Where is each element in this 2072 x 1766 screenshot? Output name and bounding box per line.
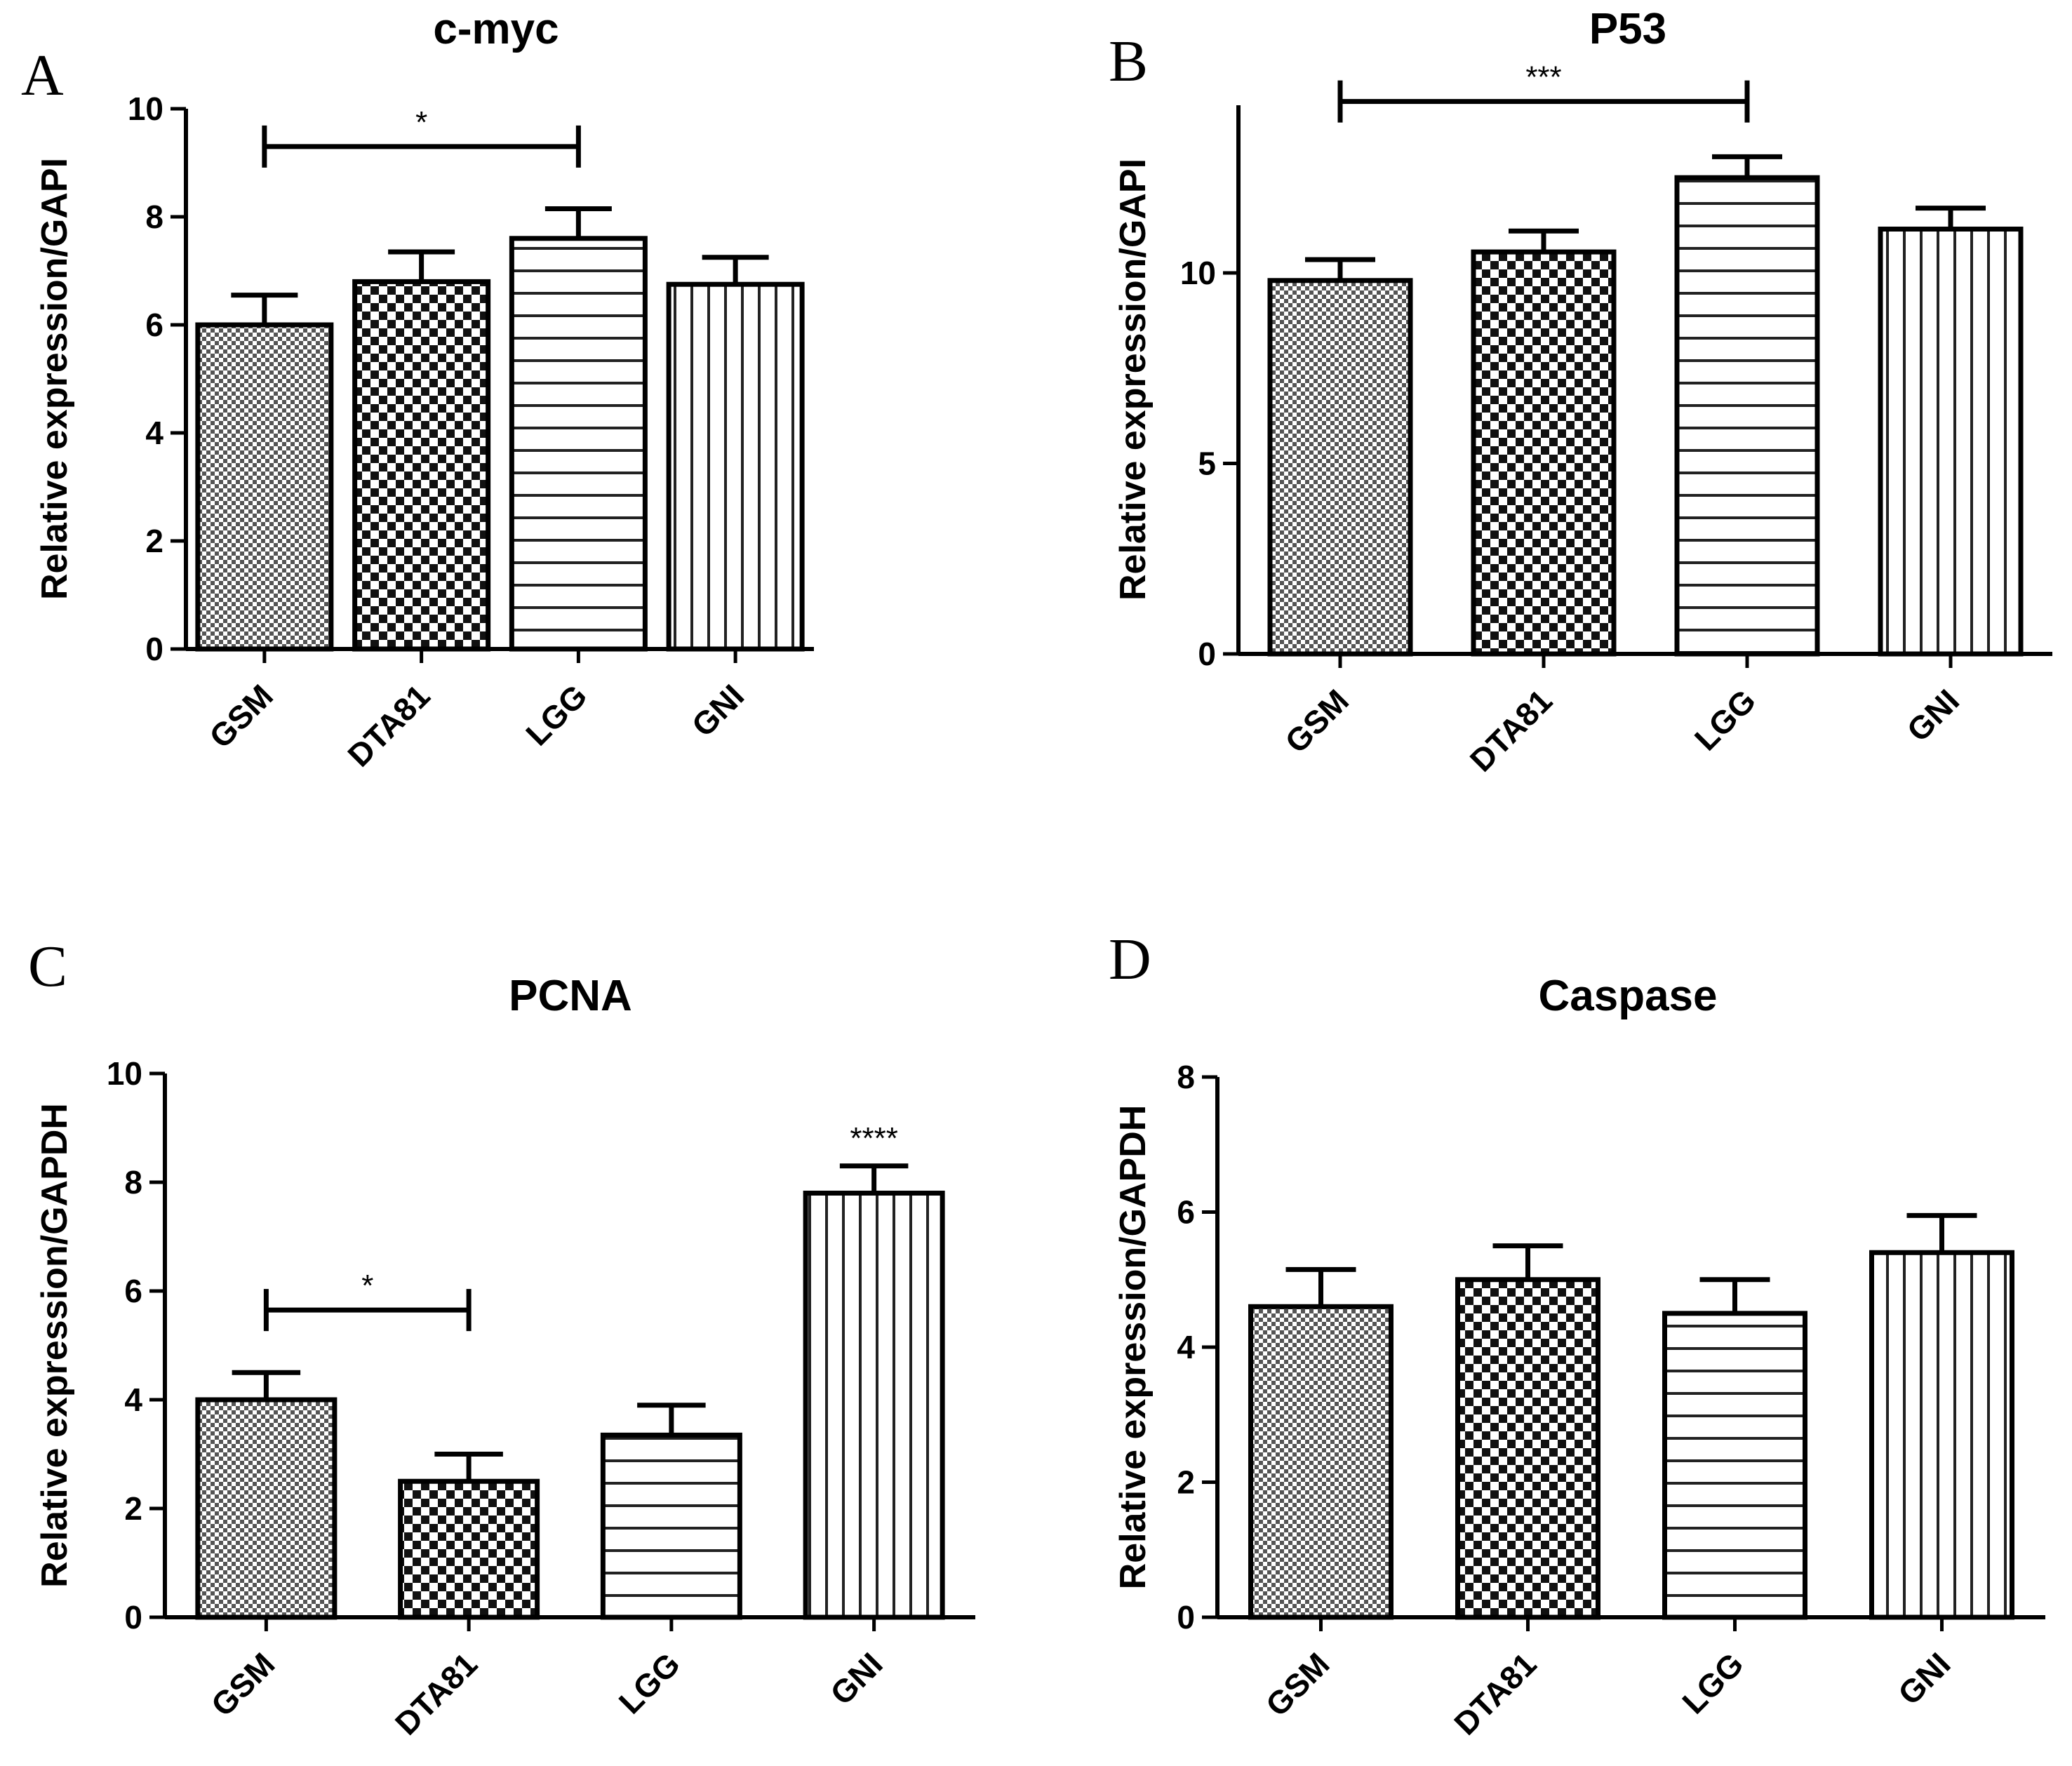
chart-panel-d: D Caspase 0 2 4 6 8 Relative expression/GAPDH… <box>1109 927 2045 1742</box>
y-tick-label-a: 6 <box>145 307 163 343</box>
y-tick-label-a: 10 <box>128 91 163 127</box>
y-tick-label-c: 4 <box>124 1382 142 1418</box>
y-tick-label-b: 10 <box>1180 255 1216 291</box>
y-tick-label-d: 2 <box>1177 1464 1195 1501</box>
category-label-d: GNI <box>1891 1645 1958 1712</box>
bar-a-dta81 <box>352 279 491 652</box>
bar-c-gni <box>803 1191 945 1620</box>
category-label-c: GSM <box>204 1645 282 1723</box>
chart-title-d: Caspase <box>1538 972 1717 1020</box>
bar-d-gni <box>1869 1250 2014 1620</box>
category-label-c: LGG <box>612 1645 687 1720</box>
y-tick-label-c: 6 <box>124 1273 142 1309</box>
category-label-a: DTA81 <box>340 677 436 773</box>
y-axis-label-d: Relative expression/GAPDH <box>1113 1105 1154 1590</box>
y-tick-label-c: 0 <box>124 1599 142 1635</box>
y-axis-label-c: Relative expression/GAPDH <box>34 1103 75 1588</box>
category-label-d: GSM <box>1259 1645 1337 1723</box>
category-label-b: DTA81 <box>1463 682 1559 778</box>
panel-letter-b: B <box>1109 29 1148 94</box>
panel-letter-c: C <box>28 934 67 999</box>
category-label-d: DTA81 <box>1447 1645 1543 1741</box>
y-tick-label-d: 8 <box>1177 1059 1195 1095</box>
significance-label-b: *** <box>1525 60 1561 95</box>
bar-c-lgg <box>600 1432 742 1620</box>
y-tick-label-a: 4 <box>145 415 163 451</box>
bar-b-gsm <box>1267 278 1413 657</box>
y-tick-label-b: 0 <box>1198 636 1216 672</box>
panel-letter-d: D <box>1109 927 1151 992</box>
y-tick-label-a: 2 <box>145 523 163 559</box>
significance-label-a: * <box>415 105 427 140</box>
category-label-b: GSM <box>1278 682 1356 760</box>
y-tick-label-c: 2 <box>124 1490 142 1527</box>
chart-panel-b: B P53 0 5 10 Relative expression/GAPI GSM DTA… <box>1109 5 2052 779</box>
y-tick-label-b: 5 <box>1198 445 1216 481</box>
y-tick-label-c: 10 <box>107 1055 142 1092</box>
category-label-a: GNI <box>685 677 751 744</box>
bar-b-lgg <box>1674 175 1820 657</box>
category-label-c: GNI <box>823 1645 890 1712</box>
bar-b-gni <box>1878 226 2024 657</box>
y-tick-label-d: 4 <box>1177 1329 1195 1365</box>
category-label-b: GNI <box>1899 682 1966 749</box>
panel-letter-a: A <box>21 43 64 108</box>
bar-c-dta81 <box>398 1478 540 1620</box>
chart-title-c: PCNA <box>509 972 632 1020</box>
bar-d-lgg <box>1662 1311 1807 1620</box>
bar-c-gsm <box>195 1397 337 1620</box>
category-label-a: GSM <box>202 677 280 755</box>
bar-a-gsm <box>195 322 334 652</box>
y-tick-label-a: 8 <box>145 199 163 235</box>
category-label-d: LGG <box>1675 1645 1750 1720</box>
y-axis-label-a: Relative expression/GAPI <box>34 158 75 600</box>
y-tick-label-d: 0 <box>1177 1599 1195 1635</box>
category-label-b: LGG <box>1687 682 1763 757</box>
y-tick-label-d: 6 <box>1177 1194 1195 1231</box>
bar-d-dta81 <box>1455 1277 1600 1620</box>
chart-panel-a: A c-myc 0 2 4 6 8 10 Relative expression/GAPI G… <box>21 5 814 774</box>
bar-a-lgg <box>509 236 648 652</box>
y-tick-label-a: 0 <box>145 631 163 667</box>
bar-b-dta81 <box>1471 249 1617 657</box>
category-label-a: LGG <box>519 677 594 752</box>
bar-d-gsm <box>1248 1304 1393 1620</box>
category-label-c: DTA81 <box>388 1645 484 1741</box>
bar-a-gni <box>666 281 805 652</box>
chart-title-b: P53 <box>1589 5 1666 53</box>
chart-panel-c: C PCNA 0 2 4 6 8 10 Relative expression/GAPDH G… <box>28 934 975 1742</box>
bar-annotation-c: **** <box>850 1121 898 1156</box>
y-axis-label-b: Relative expression/GAPI <box>1113 159 1154 601</box>
significance-label-c: * <box>361 1269 373 1303</box>
chart-title-a: c-myc <box>433 5 559 53</box>
y-tick-label-c: 8 <box>124 1164 142 1200</box>
